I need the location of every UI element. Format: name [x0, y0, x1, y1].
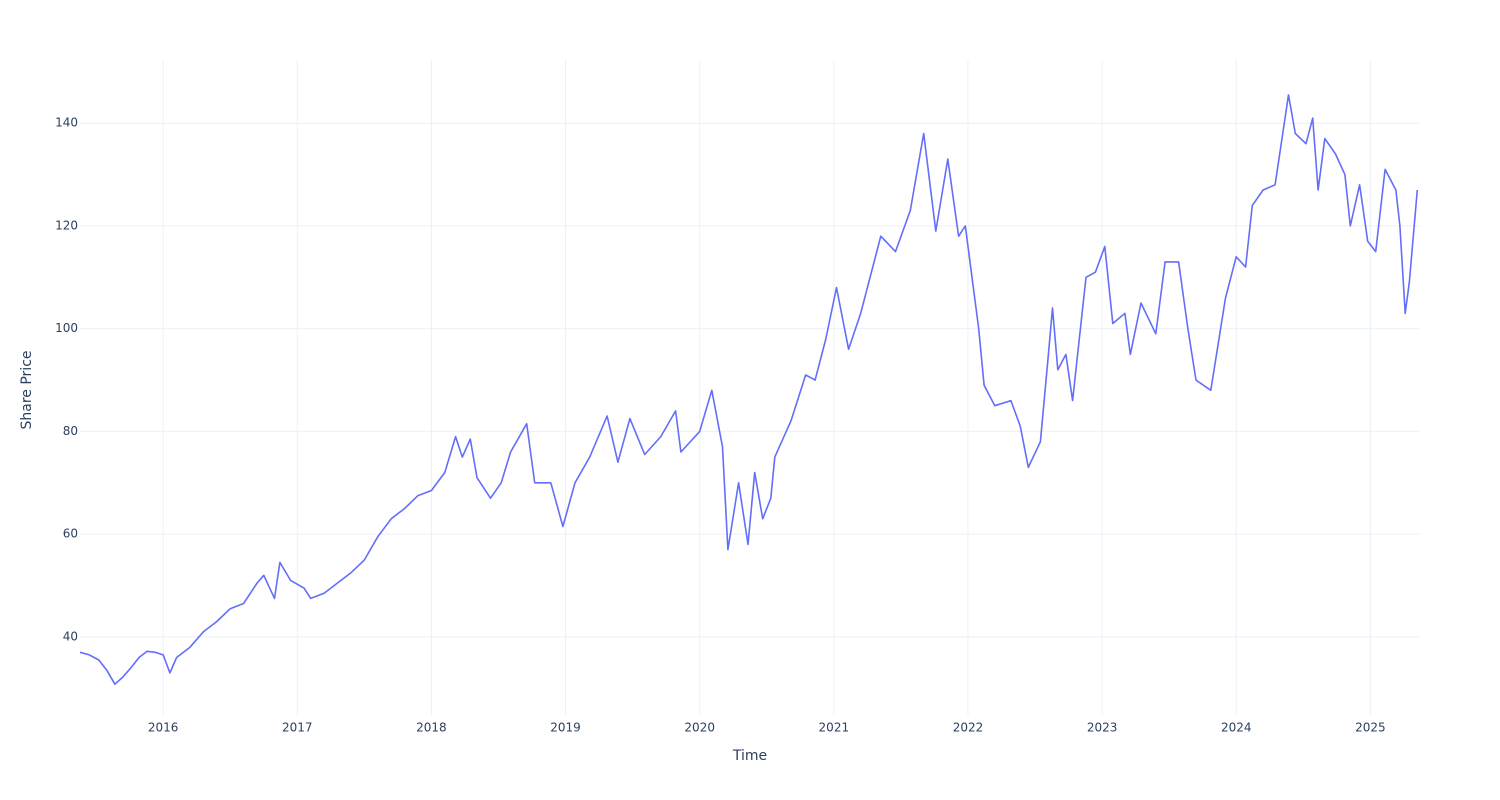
- x-tick-label: 2016: [148, 721, 179, 735]
- y-tick-label: 120: [55, 218, 78, 232]
- price-line: [79, 94, 1419, 685]
- x-axis-title: Time: [732, 748, 767, 764]
- y-tick-label: 60: [63, 527, 78, 541]
- plot: [79, 94, 1419, 685]
- x-tick-label: 2022: [953, 721, 984, 735]
- y-axis-title: Share Price: [19, 350, 35, 429]
- y-tick-label: 80: [63, 424, 78, 438]
- x-tick-label: 2025: [1355, 721, 1386, 735]
- x-tick-label: 2020: [684, 721, 715, 735]
- x-tick-label: 2019: [550, 721, 581, 735]
- x-tick-label: 2023: [1087, 721, 1118, 735]
- y-tick-label: 100: [55, 321, 78, 335]
- x-tick-label: 2024: [1221, 721, 1252, 735]
- y-tick-label: 40: [63, 629, 78, 643]
- x-tick-label: 2021: [819, 721, 850, 735]
- grid: [80, 60, 1420, 715]
- x-tick-label: 2018: [416, 721, 447, 735]
- y-tick-label: 140: [55, 116, 78, 130]
- x-tick-label: 2017: [282, 721, 313, 735]
